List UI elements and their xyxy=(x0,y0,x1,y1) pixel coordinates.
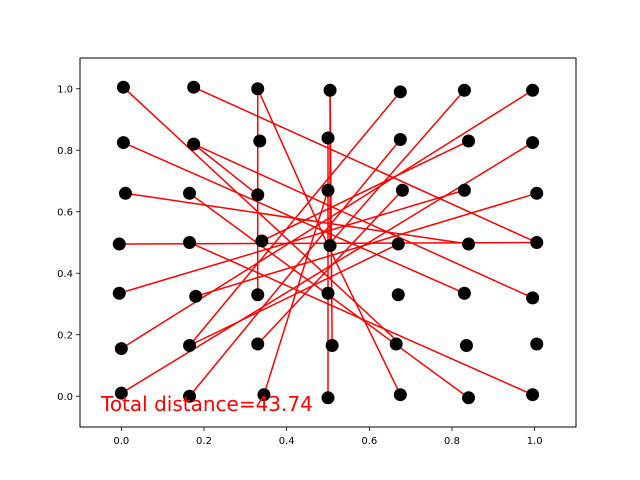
data-point xyxy=(323,239,337,253)
data-point xyxy=(393,132,407,146)
data-point xyxy=(393,85,407,99)
x-tick-label: 0.6 xyxy=(361,436,377,447)
data-point xyxy=(321,183,335,197)
data-point xyxy=(530,337,544,351)
tour-segment xyxy=(119,189,465,294)
tour-segment xyxy=(120,89,533,350)
x-tick-label: 0.2 xyxy=(196,436,212,447)
x-tick-label: 1.0 xyxy=(527,436,543,447)
plot-frame xyxy=(79,57,577,428)
data-point xyxy=(251,337,265,351)
data-point xyxy=(325,339,339,353)
tour-segment xyxy=(125,192,469,245)
y-tick-label: 1.0 xyxy=(57,84,73,95)
data-point xyxy=(183,236,197,249)
x-axis: 0.0 0.2 0.4 0.6 0.8 1.0 xyxy=(113,427,543,447)
data-points xyxy=(112,80,544,405)
tour-segment xyxy=(263,190,329,395)
data-point xyxy=(189,289,203,303)
x-tick-label: 0.4 xyxy=(279,436,295,447)
data-point xyxy=(526,83,540,97)
data-point xyxy=(462,391,476,405)
tour-segment xyxy=(261,140,469,242)
data-point xyxy=(183,389,197,403)
data-point xyxy=(187,80,201,94)
data-point xyxy=(183,186,197,200)
data-point xyxy=(395,183,409,197)
y-tick-label: 0.8 xyxy=(57,146,73,157)
data-point xyxy=(114,386,128,400)
tour-segment xyxy=(257,88,329,246)
data-point xyxy=(251,188,265,202)
x-tick-label: 0.8 xyxy=(444,436,460,447)
data-point xyxy=(118,186,132,200)
data-point xyxy=(257,388,271,402)
data-point xyxy=(459,339,473,353)
tour-segment xyxy=(195,192,537,298)
data-point xyxy=(457,83,471,97)
data-point xyxy=(391,237,405,251)
data-point xyxy=(323,83,337,97)
data-point xyxy=(530,236,544,249)
data-point xyxy=(112,286,126,300)
y-tick-label: 0.2 xyxy=(57,330,73,341)
data-point xyxy=(114,342,128,356)
data-point xyxy=(321,131,335,145)
data-point xyxy=(389,337,403,351)
x-tick-label: 0.0 xyxy=(113,436,129,447)
data-point xyxy=(116,80,130,94)
data-point xyxy=(251,82,265,96)
data-point xyxy=(530,186,544,200)
data-point xyxy=(253,134,267,148)
data-point xyxy=(251,288,265,302)
data-point xyxy=(321,286,335,300)
tour-segment xyxy=(188,139,401,397)
data-point xyxy=(457,286,471,300)
tour-segment xyxy=(189,241,533,396)
data-point xyxy=(526,388,540,402)
data-point xyxy=(183,339,197,353)
data-point xyxy=(393,388,407,402)
data-point xyxy=(462,134,476,148)
tour-segment xyxy=(327,245,402,396)
data-point xyxy=(112,237,126,251)
y-tick-label: 0.0 xyxy=(57,392,73,403)
y-tick-label: 0.6 xyxy=(57,207,73,218)
data-point xyxy=(526,291,540,305)
y-axis: 0.0 0.2 0.4 0.6 0.8 1.0 xyxy=(57,84,80,403)
data-point xyxy=(526,136,540,150)
data-point xyxy=(462,237,476,251)
data-point xyxy=(255,234,269,248)
data-point xyxy=(321,391,335,405)
data-point xyxy=(116,136,130,150)
data-point xyxy=(187,137,201,151)
y-tick-label: 0.4 xyxy=(57,269,73,280)
total-distance-annotation: Total distance=43.74 xyxy=(100,392,313,416)
tour-segment xyxy=(193,143,259,196)
tour-segment xyxy=(327,89,465,247)
tour-segment xyxy=(189,243,399,347)
data-point xyxy=(391,288,405,302)
data-point xyxy=(457,183,471,197)
tour-segment xyxy=(193,86,538,244)
